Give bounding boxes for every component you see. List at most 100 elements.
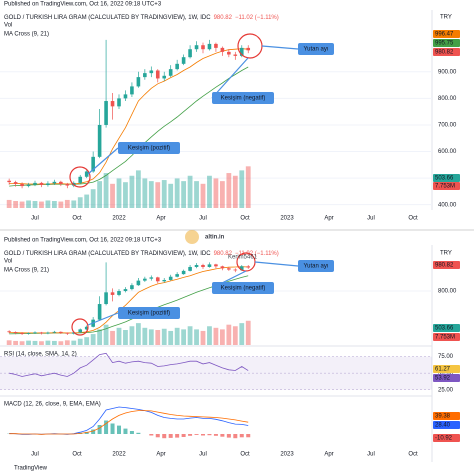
y-tick-label: 600.00	[438, 149, 457, 155]
volume-bar	[142, 178, 148, 208]
candle-body	[175, 274, 179, 277]
volume-bar	[245, 320, 251, 345]
y-tick-label: 75.00	[438, 354, 454, 360]
callout-text: Kesişim (negatif)	[221, 96, 266, 102]
volume-bar	[13, 340, 19, 345]
price-badge	[433, 182, 460, 190]
candle-body	[84, 326, 89, 330]
volume-bar	[219, 181, 225, 208]
x-tick-label: 2022	[112, 452, 126, 458]
y-tick-label: 800.00	[438, 96, 457, 102]
callout-text: Kesişim (pozitif)	[128, 146, 170, 152]
volume-bar	[103, 324, 109, 345]
volume-bar	[245, 166, 251, 208]
callout-text: Yutan ayı	[303, 264, 328, 270]
macd-histogram-bar	[239, 434, 244, 438]
currency: TRY	[440, 251, 452, 257]
x-tick-label: Oct	[240, 216, 250, 222]
price-badge	[433, 174, 460, 182]
candle-body	[136, 77, 141, 87]
last-price: 980.82	[214, 251, 233, 257]
volume-bar	[207, 175, 212, 208]
volume-bar	[161, 328, 167, 345]
price-badge	[433, 421, 460, 429]
x-tick-label: Apr	[324, 216, 333, 222]
volume-bar	[32, 340, 38, 345]
candle-body	[123, 289, 128, 292]
callout-box	[298, 43, 334, 55]
volume-bar	[226, 173, 232, 208]
callout-pointer	[254, 261, 299, 267]
candle-body	[117, 98, 121, 107]
y-tick-label: 800.00	[438, 289, 457, 295]
candle-body	[13, 331, 18, 333]
candle-body	[33, 332, 37, 334]
price-change: −11.02 (−1.11%)	[235, 15, 279, 21]
volume-bar	[45, 200, 51, 208]
candle-body	[26, 333, 31, 334]
volume-bar	[213, 178, 219, 208]
volume-bar	[213, 327, 219, 345]
macd-histogram-bar	[129, 431, 134, 434]
x-tick-label: Jul	[199, 216, 207, 222]
candle-body	[227, 51, 231, 55]
candle-body	[33, 182, 37, 185]
volume-bar	[64, 199, 70, 208]
callout-text: Yutan ayı	[303, 47, 328, 53]
volume-bar	[181, 181, 187, 208]
macd-histogram-bar	[104, 420, 109, 434]
candle-body	[149, 277, 154, 279]
volume-bar	[194, 181, 199, 208]
volume-label: Vol	[4, 259, 12, 265]
volume-bar	[26, 340, 31, 345]
volume-bar	[200, 330, 206, 345]
price-badge	[433, 48, 460, 56]
candle-body	[239, 47, 244, 56]
candle-body	[7, 180, 11, 183]
y-tick-label: 400.00	[438, 202, 457, 208]
candle-body	[130, 86, 134, 95]
volume-bar	[32, 201, 38, 208]
macd-histogram-bar	[201, 434, 205, 436]
candle-body	[97, 124, 102, 157]
rsi-line	[9, 352, 249, 377]
candle-body	[13, 182, 18, 184]
macd-histogram-bar	[194, 434, 199, 435]
watermark-logo	[185, 230, 199, 244]
macd-histogram-bar	[97, 425, 102, 434]
published-note: Published on TradingView.com, Oct 16, 20…	[4, 238, 162, 244]
volume-bar	[148, 181, 154, 208]
volume-bar	[39, 341, 44, 345]
callout-box	[298, 260, 334, 272]
candle-body	[104, 101, 108, 125]
x-tick-label: Oct	[408, 216, 418, 222]
price-badge	[433, 261, 460, 269]
candle-body	[181, 57, 186, 64]
candle-body	[168, 69, 173, 76]
price-badge-label: 39.38	[435, 414, 451, 420]
callout-text: Kesişim (pozitif)	[128, 311, 170, 317]
volume-bar	[187, 326, 193, 345]
macd-histogram-bar	[168, 434, 173, 438]
candle-body	[181, 270, 186, 275]
candle-body	[155, 70, 160, 79]
callout-box	[212, 92, 274, 104]
candle-body	[71, 332, 76, 334]
volume-bar	[97, 329, 103, 345]
candle-body	[136, 280, 141, 286]
callout-pointer	[211, 57, 249, 99]
volume-bar	[64, 340, 70, 345]
volume-bar	[97, 181, 103, 208]
ma-label: MA Cross (9, 21)	[4, 32, 49, 38]
candle-body	[143, 73, 147, 78]
macd-histogram-bar	[226, 434, 231, 438]
candle-body	[194, 265, 199, 267]
rsi-title: RSI (14, close, SMA, 14, 2)	[4, 352, 77, 358]
candle-body	[26, 184, 31, 187]
candle-body	[20, 332, 24, 334]
volume-bar	[174, 178, 180, 208]
price-badge	[433, 412, 460, 420]
price-badge	[433, 374, 460, 382]
volume-bar	[135, 323, 141, 345]
candle-body	[246, 266, 251, 268]
